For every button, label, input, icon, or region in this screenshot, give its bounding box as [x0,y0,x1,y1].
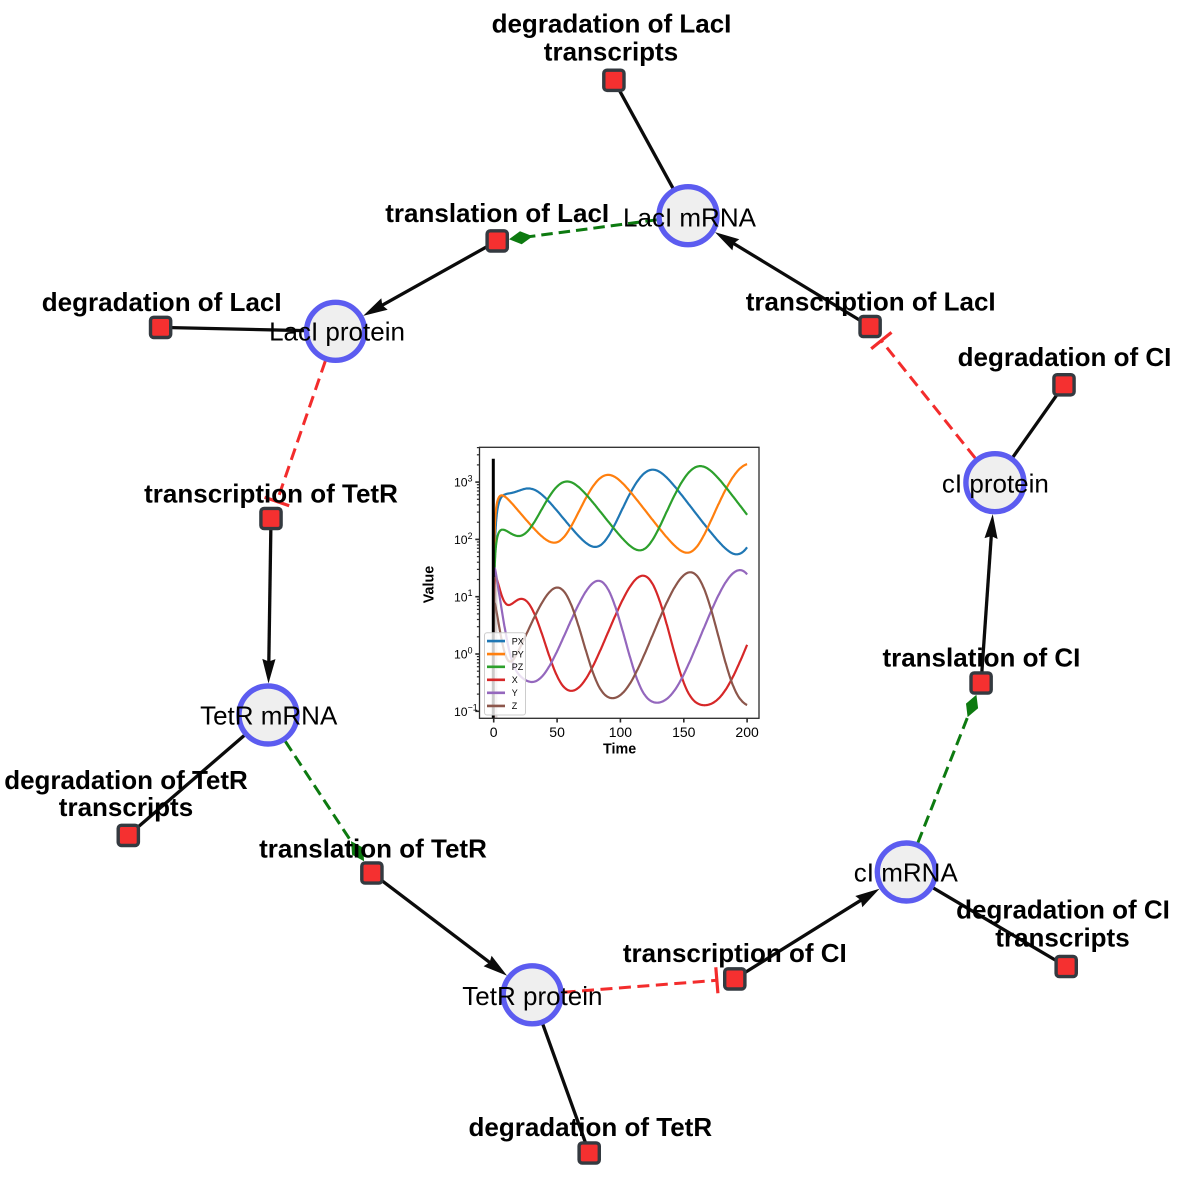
svg-text:transcripts: transcripts [995,923,1129,953]
svg-text:TetR mRNA: TetR mRNA [200,701,338,731]
svg-text:degradation of LacI: degradation of LacI [492,9,732,39]
svg-text:degradation of TetR: degradation of TetR [4,765,248,795]
svg-text:cI mRNA: cI mRNA [854,857,959,887]
svg-text:Time: Time [603,741,636,757]
svg-text:degradation of TetR: degradation of TetR [468,1112,712,1142]
svg-text:transcripts: transcripts [59,792,193,822]
svg-text:50: 50 [549,724,565,740]
svg-text:transcription of TetR: transcription of TetR [144,478,398,508]
svg-text:200: 200 [735,724,759,740]
svg-text:LacI protein: LacI protein [269,316,405,346]
svg-text:PZ: PZ [512,662,524,672]
svg-text:100: 100 [609,724,633,740]
svg-text:0: 0 [490,724,498,740]
svg-text:degradation of CI: degradation of CI [956,894,1170,924]
svg-text:Value: Value [422,566,438,603]
svg-text:degradation of CI: degradation of CI [958,342,1172,372]
svg-text:PY: PY [512,649,524,659]
svg-text:LacI mRNA: LacI mRNA [623,202,757,232]
svg-text:degradation of LacI: degradation of LacI [42,287,282,317]
svg-text:cI protein: cI protein [942,469,1049,499]
svg-text:transcription of CI: transcription of CI [623,938,847,968]
svg-text:translation of CI: translation of CI [882,642,1080,672]
svg-text:X: X [512,675,518,685]
svg-text:Z: Z [512,701,518,711]
svg-text:Y: Y [512,688,518,698]
svg-text:transcription of LacI: transcription of LacI [746,287,996,317]
svg-text:TetR protein: TetR protein [462,981,602,1011]
svg-text:PX: PX [512,636,524,646]
svg-text:transcripts: transcripts [544,37,678,67]
svg-text:translation of LacI: translation of LacI [385,198,609,228]
svg-text:translation of TetR: translation of TetR [259,834,487,864]
svg-text:150: 150 [672,724,696,740]
